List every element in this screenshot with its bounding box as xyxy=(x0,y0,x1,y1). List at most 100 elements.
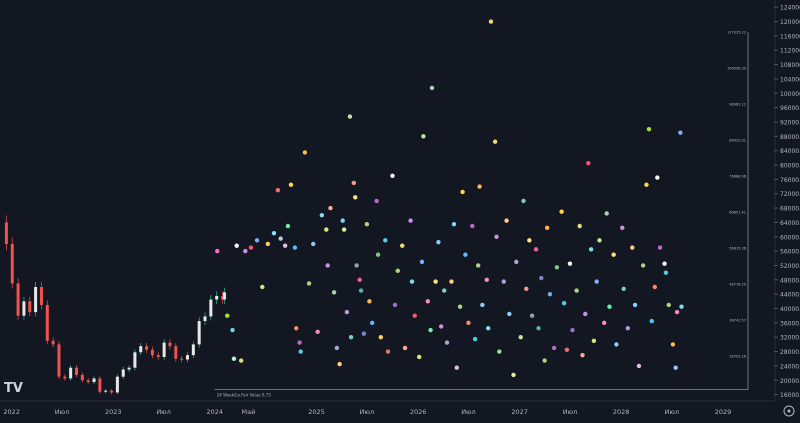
prediction-dot xyxy=(529,313,535,318)
prediction-dot xyxy=(364,222,370,227)
prediction-dot xyxy=(554,265,560,270)
y-tick-label: 96000.00 xyxy=(780,105,800,112)
candle-body xyxy=(110,390,114,393)
y-tick-label: 92000.00 xyxy=(780,119,800,126)
candle-body xyxy=(139,346,143,353)
prediction-dot xyxy=(497,349,502,354)
prediction-dot xyxy=(275,187,281,193)
prediction-dot xyxy=(484,277,489,283)
candle-body xyxy=(80,374,84,381)
prediction-dot xyxy=(504,218,509,223)
prediction-dot xyxy=(438,324,444,329)
y-tick-label: 80000.00 xyxy=(780,163,800,170)
prediction-dots xyxy=(215,19,684,378)
prediction-dot xyxy=(567,261,573,266)
x-tick-label: 2027 xyxy=(511,408,528,416)
settings-icon[interactable] xyxy=(783,405,795,417)
prediction-dot xyxy=(501,279,506,284)
candle-body xyxy=(86,380,90,383)
candle-body xyxy=(209,299,213,317)
prediction-dot xyxy=(636,363,642,369)
prediction-dot xyxy=(243,248,248,254)
svg-text:TV: TV xyxy=(4,381,23,396)
candle-body xyxy=(4,222,8,244)
candle-body xyxy=(215,295,219,300)
candle-body xyxy=(16,283,20,316)
prediction-dot xyxy=(417,354,422,360)
y-tick-label: 64000.00 xyxy=(780,220,800,227)
prediction-dot xyxy=(662,261,667,266)
prediction-dot xyxy=(485,326,491,331)
prediction-dot xyxy=(449,279,454,284)
prediction-dot xyxy=(353,195,358,200)
prediction-dot xyxy=(457,304,463,309)
prediction-dot xyxy=(570,327,575,333)
prediction-dot xyxy=(334,345,340,351)
x-tick-label: 2029 xyxy=(715,408,732,416)
prediction-dot xyxy=(492,139,498,144)
level-label: 36741.57 xyxy=(729,319,746,323)
prediction-dot xyxy=(470,223,475,229)
prediction-dot xyxy=(442,288,447,293)
prediction-dot xyxy=(319,213,325,218)
prediction-dot xyxy=(412,313,417,318)
prediction-dot xyxy=(551,345,557,351)
prediction-dot xyxy=(657,245,663,250)
prediction-dot xyxy=(444,340,450,345)
prediction-dot xyxy=(559,209,564,214)
candle-body xyxy=(197,321,201,345)
y-tick-label: 48000.00 xyxy=(780,277,800,284)
candle-body xyxy=(145,346,149,350)
prediction-dot xyxy=(607,304,612,309)
prediction-dot xyxy=(666,302,671,308)
prediction-dot xyxy=(248,245,254,250)
prediction-dot xyxy=(315,329,320,335)
prediction-dot xyxy=(285,223,291,229)
y-tick-label: 112000.00 xyxy=(780,48,800,55)
y-tick-label: 44000.00 xyxy=(780,292,800,299)
prediction-dot xyxy=(298,349,303,354)
prediction-dot xyxy=(344,309,350,315)
prediction-dot xyxy=(374,198,379,204)
prediction-dot xyxy=(488,19,494,24)
prediction-dot xyxy=(419,259,425,265)
y-tick-label: 24000.00 xyxy=(780,363,800,370)
prediction-dot xyxy=(392,302,398,308)
candle-body xyxy=(28,301,32,313)
candle-layer xyxy=(4,215,226,395)
candle-body xyxy=(185,355,189,360)
y-tick-label: 32000.00 xyxy=(780,335,800,342)
prediction-dot xyxy=(294,326,299,331)
prediction-dot xyxy=(670,342,676,347)
x-tick-label: 2025 xyxy=(308,408,325,416)
prediction-dot xyxy=(421,134,426,139)
x-tick-label: Июл xyxy=(563,408,578,416)
prediction-dot xyxy=(358,288,364,293)
prediction-dot xyxy=(586,161,591,166)
prediction-dot xyxy=(580,352,585,358)
candle-body xyxy=(63,376,67,379)
prediction-dot xyxy=(673,365,678,370)
prediction-dot xyxy=(674,309,680,315)
prediction-dot xyxy=(663,270,669,275)
prediction-dot xyxy=(533,247,539,252)
prediction-dot xyxy=(646,126,652,132)
prediction-dot xyxy=(402,345,408,351)
candle-body xyxy=(150,349,154,356)
prediction-dot xyxy=(679,304,684,309)
prediction-dot xyxy=(527,238,532,243)
prediction-dot xyxy=(282,243,288,248)
candle-body xyxy=(115,376,119,393)
prediction-dot xyxy=(390,173,395,178)
candle-body xyxy=(168,342,172,347)
prediction-dot xyxy=(231,356,237,361)
prediction-dot xyxy=(433,279,438,284)
prediction-dot xyxy=(542,358,547,363)
x-axis: 2022 Июл 2023 Июл 2024 Май 2025 Июл 2026 Июл 2027 И… xyxy=(0,400,775,416)
prediction-dot xyxy=(408,218,413,223)
prediction-dot xyxy=(297,340,302,345)
prediction-dot xyxy=(614,342,619,347)
x-tick-label: 2023 xyxy=(105,408,122,416)
prediction-dot xyxy=(238,358,244,363)
y-tick-label: 120000.00 xyxy=(780,19,800,26)
